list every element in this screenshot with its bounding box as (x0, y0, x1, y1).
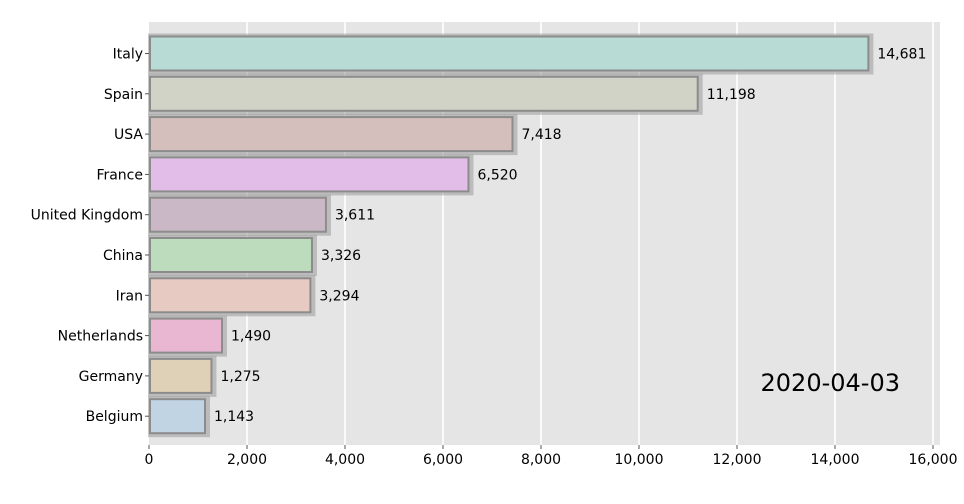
y-tick-label: China (103, 248, 143, 264)
bar-spain (149, 75, 699, 112)
bar-usa (149, 116, 514, 153)
bar-germany (149, 357, 213, 394)
bar-value-label: 1,490 (231, 329, 271, 345)
bar-value-label: 7,418 (521, 127, 561, 143)
x-tick-label: 4,000 (325, 452, 365, 468)
bar-value-label: 3,326 (321, 248, 361, 264)
y-tick-label: Iran (116, 288, 143, 304)
y-tick-label: Germany (79, 369, 143, 385)
x-tick-label: 2,000 (227, 452, 267, 468)
bar-united-kingdom (149, 196, 327, 233)
bar-iran (149, 277, 312, 314)
x-tick-label: 6,000 (423, 452, 463, 468)
y-tick-label: Italy (113, 47, 143, 63)
x-tick-label: 0 (145, 452, 154, 468)
y-tick-label: USA (114, 127, 143, 143)
bar-value-label: 3,294 (319, 288, 359, 304)
bar-france (149, 156, 470, 193)
date-label: 2020-04-03 (761, 369, 900, 397)
y-axis: Italy Spain USA France United Kingdom China Ir… (31, 47, 149, 425)
bar-value-label: 1,275 (220, 369, 260, 385)
bar-italy (149, 35, 870, 72)
y-tick-label: France (96, 167, 143, 183)
bar-value-label: 1,143 (214, 409, 254, 425)
y-tick-label: United Kingdom (31, 208, 143, 224)
x-axis: 0 2,000 4,000 6,000 8,000 10,000 12,000 14,000 1… (145, 445, 958, 468)
bar-belgium (149, 398, 207, 435)
x-tick-label: 12,000 (713, 452, 762, 468)
bar-china (149, 237, 313, 273)
x-tick-label: 14,000 (811, 452, 860, 468)
y-tick-label: Netherlands (58, 329, 143, 345)
bar-value-label: 3,611 (335, 208, 375, 224)
bar-netherlands (149, 317, 224, 354)
bar-value-label: 6,520 (477, 167, 517, 183)
y-tick-label: Spain (104, 87, 143, 103)
y-tick-label: Belgium (86, 409, 143, 425)
x-tick-label: 16,000 (909, 452, 958, 468)
bars-group: 14,681 11,198 7,418 6,520 3,611 3,326 3,294 1,4… (148, 33, 926, 438)
bar-value-label: 14,681 (877, 47, 926, 63)
bar-value-label: 11,198 (707, 87, 756, 103)
x-tick-label: 10,000 (615, 452, 664, 468)
x-tick-label: 8,000 (521, 452, 561, 468)
